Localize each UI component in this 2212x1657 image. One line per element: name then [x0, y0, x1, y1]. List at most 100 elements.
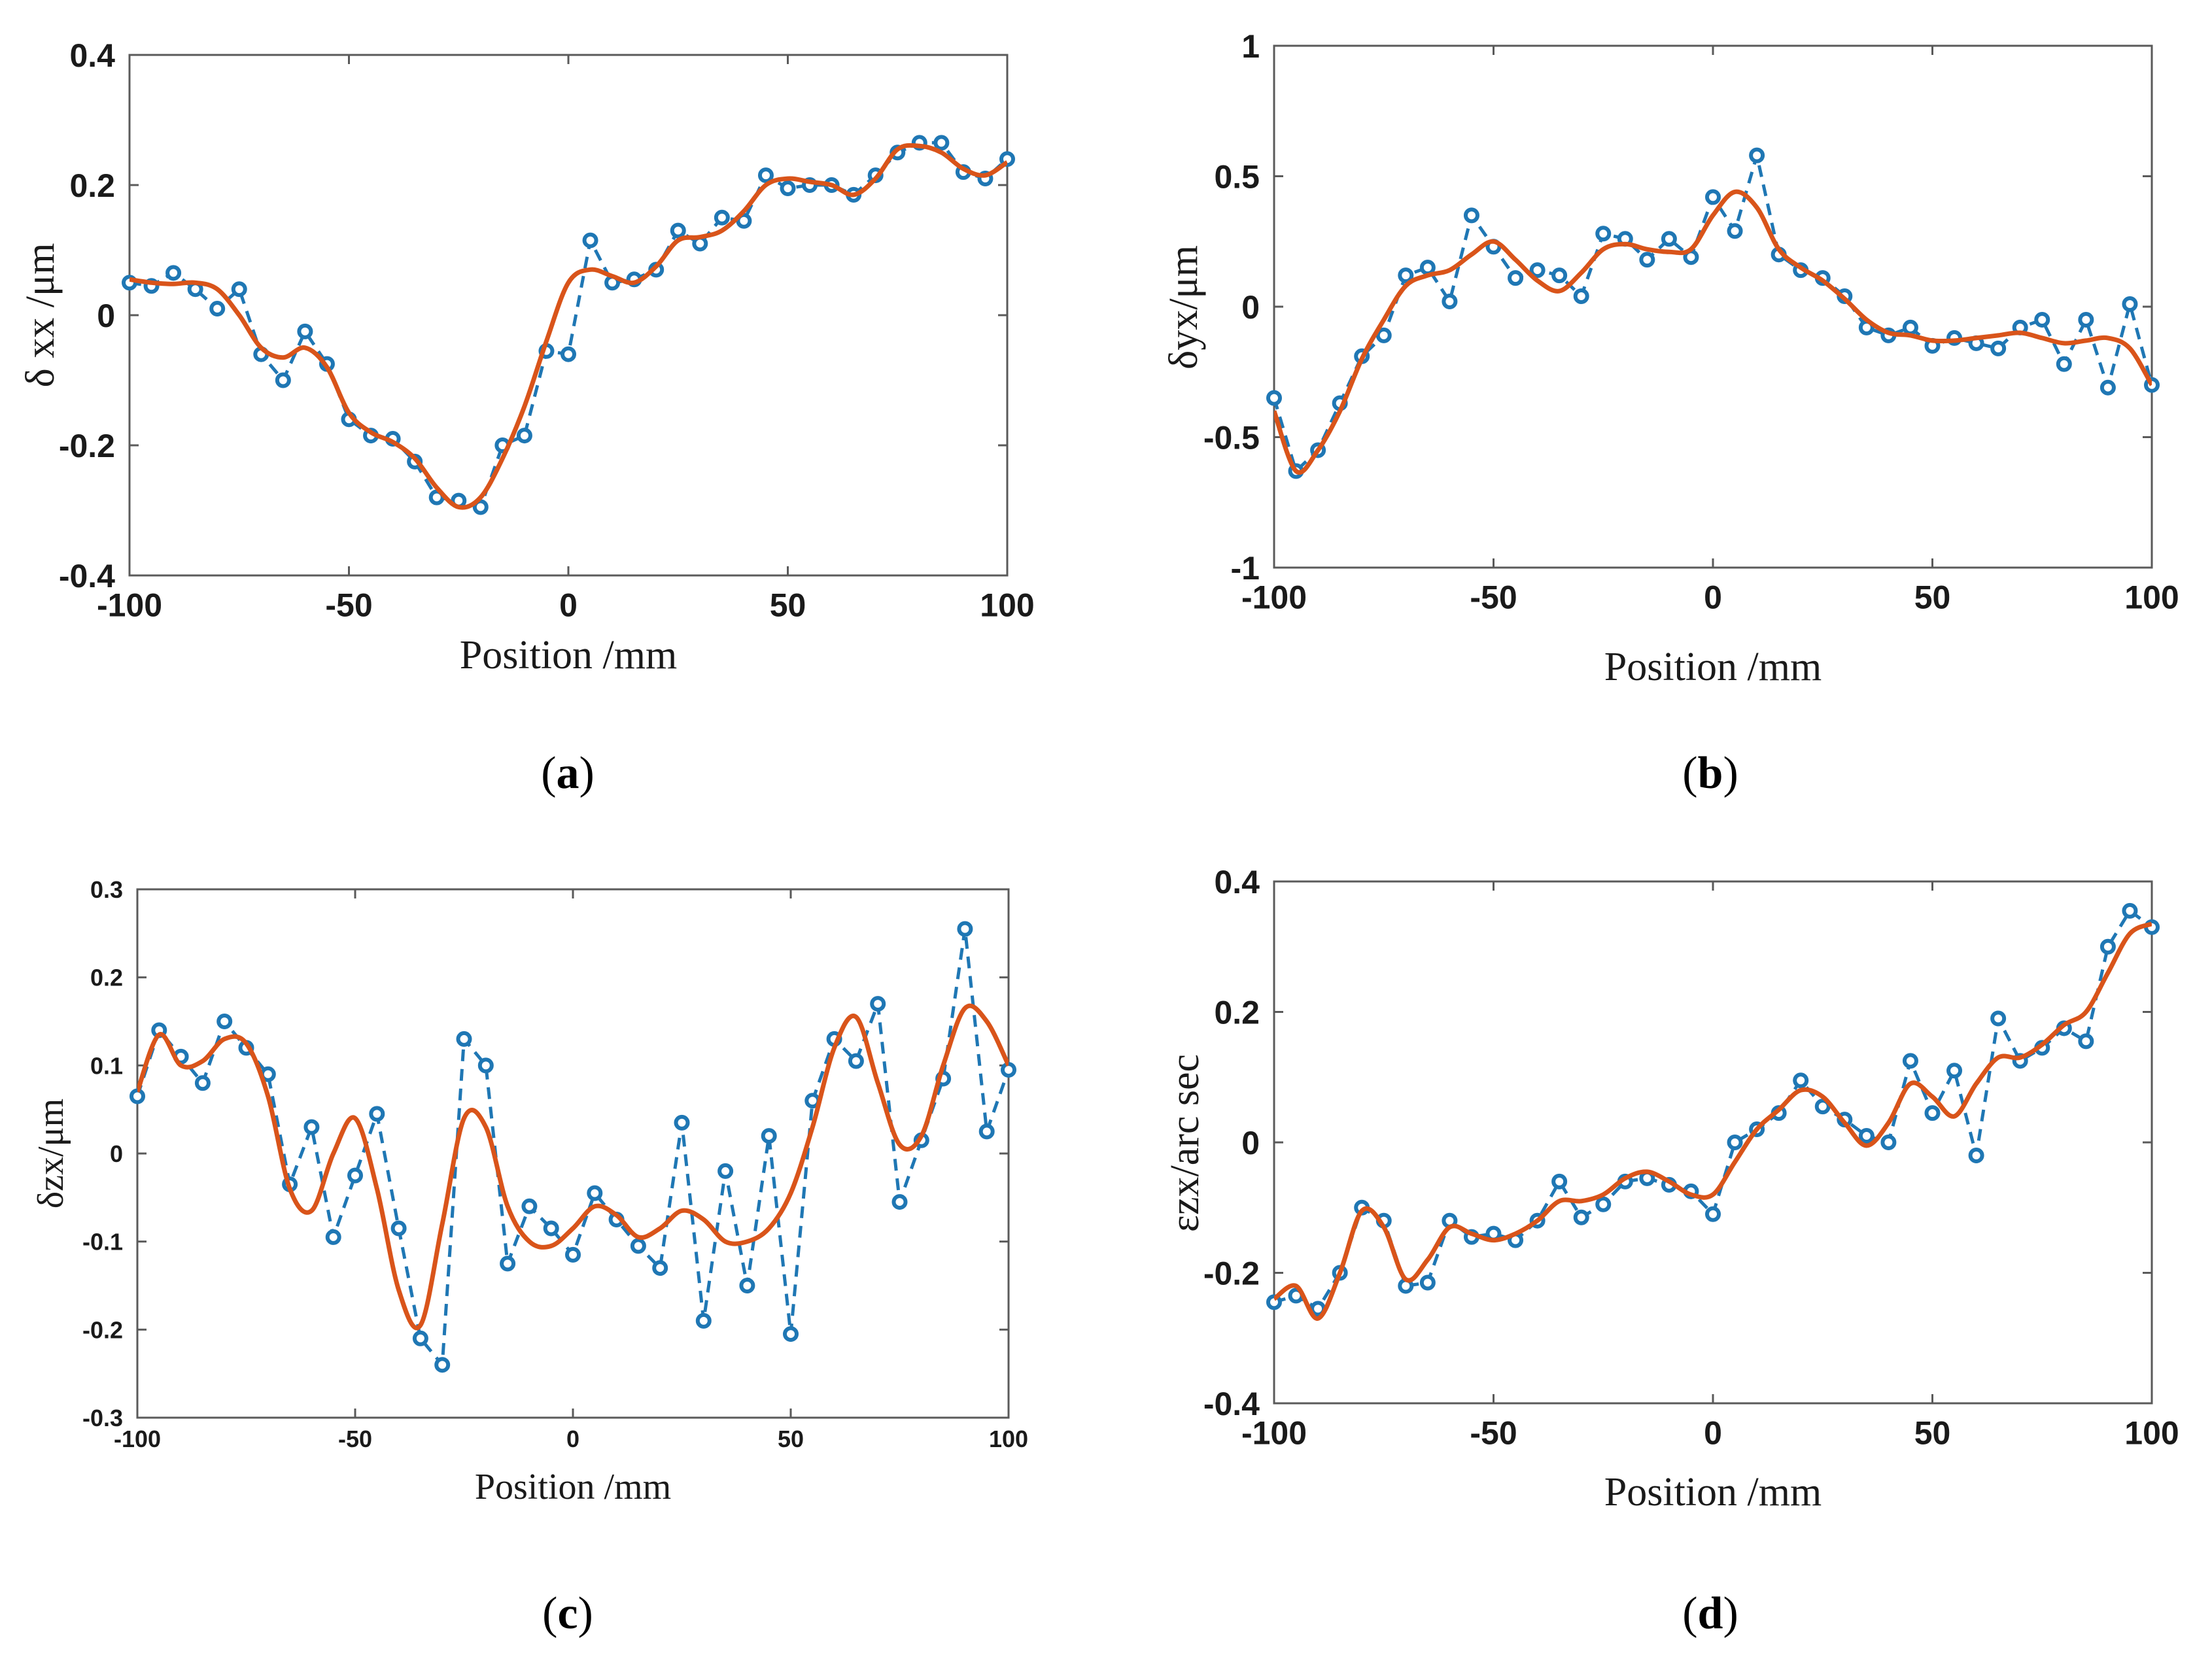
- measured-point: [587, 1185, 603, 1201]
- x-tick-label: 50: [778, 1426, 804, 1452]
- measured-point: [390, 1220, 407, 1237]
- measured-point: [303, 1119, 320, 1135]
- y-tick-label: -0.5: [1203, 420, 1260, 456]
- y-tick-label: 0.4: [69, 37, 115, 74]
- measured-point: [739, 1278, 755, 1293]
- x-tick-label: -50: [338, 1426, 372, 1452]
- measured-point: [978, 1123, 995, 1140]
- y-tick-label: -0.3: [82, 1405, 123, 1431]
- measured-point: [1880, 1135, 1897, 1150]
- measured-point: [1595, 1196, 1612, 1212]
- x-tick-label: -100: [97, 587, 162, 624]
- y-tick-label: 0.4: [1214, 864, 1260, 900]
- x-tick-label: -50: [325, 587, 372, 624]
- caption-c-letter: c: [557, 1588, 578, 1639]
- measured-point: [2122, 296, 2138, 313]
- chart-c: -100 -50 0 50 100 -0.3 -0.2 -0.1 0 0.1 0.2 0.3 Posit…: [31, 876, 1028, 1507]
- x-tick-label: 0: [559, 587, 578, 624]
- measured-point: [521, 1198, 538, 1214]
- measured-point: [1727, 1135, 1743, 1150]
- y-tick-label: -0.2: [59, 428, 115, 464]
- measured-point: [1419, 1274, 1436, 1291]
- measured-point: [1529, 262, 1546, 279]
- measured-point: [1924, 1105, 1941, 1121]
- x-tick-label: 50: [770, 587, 806, 624]
- y-tick-label: 0: [1241, 1125, 1260, 1161]
- measured-point: [130, 1088, 145, 1104]
- measured-point: [1595, 226, 1612, 242]
- measured-point: [434, 1357, 451, 1373]
- x-axis-label: Position /mm: [1604, 1470, 1822, 1514]
- y-tick-label: 0: [110, 1140, 123, 1167]
- y-tick-label: -0.2: [82, 1316, 123, 1343]
- measured-point: [369, 1106, 385, 1122]
- measured-point: [1639, 252, 1655, 268]
- measured-point: [2100, 938, 2116, 955]
- measured-point: [1705, 1206, 1721, 1222]
- measured-point: [209, 301, 226, 317]
- x-tick-label: 0: [1704, 1415, 1722, 1452]
- x-tick-label: -100: [114, 1426, 161, 1452]
- caption-c: (c): [542, 1588, 593, 1639]
- measured-point: [957, 921, 973, 937]
- x-axis-label: Position /mm: [475, 1467, 671, 1507]
- x-tick-label: -100: [1241, 1415, 1307, 1452]
- measured-point: [412, 1330, 428, 1346]
- y-axis-label: εzx/arc sec: [1163, 1054, 1207, 1232]
- measured-point: [1902, 1053, 1918, 1069]
- measured-point: [1990, 340, 2007, 356]
- measured-point: [1463, 207, 1479, 224]
- measured-point: [347, 1167, 363, 1184]
- fitted-series-line: [1274, 921, 2152, 1321]
- measured-point: [783, 1326, 799, 1342]
- measured-point: [717, 1163, 734, 1179]
- y-axis-label: δyx/μm: [1162, 245, 1206, 369]
- measured-point: [1573, 288, 1589, 305]
- caption-b-letter: b: [1698, 748, 1723, 798]
- measured-point: [194, 1075, 211, 1091]
- measured-point: [516, 428, 532, 444]
- y-tick-label: 0.2: [1214, 995, 1260, 1031]
- measured-point: [630, 1238, 646, 1254]
- y-tick-label: -0.2: [1203, 1256, 1260, 1292]
- caption-a: (a): [541, 748, 595, 798]
- plot-frame: [128, 54, 1009, 577]
- x-tick-label: 0: [566, 1426, 579, 1452]
- x-tick-label: 100: [980, 587, 1034, 624]
- measured-point: [2100, 379, 2116, 396]
- y-tick-label: 0: [1241, 289, 1260, 326]
- measured-point: [216, 1014, 233, 1029]
- y-tick-label: -0.4: [59, 558, 115, 594]
- measured-point: [477, 1057, 494, 1074]
- y-tick-label: -1: [1231, 550, 1260, 587]
- x-axis-label: Position /mm: [460, 633, 677, 677]
- measured-point: [1705, 189, 1721, 205]
- measured-point: [582, 232, 598, 248]
- measured-point: [275, 372, 291, 388]
- measured-point: [1661, 231, 1677, 247]
- measured-point: [2056, 356, 2072, 372]
- measured-point: [565, 1246, 581, 1263]
- measured-point: [2034, 311, 2050, 328]
- y-tick-label: 0.2: [69, 167, 115, 204]
- measured-point: [870, 996, 886, 1012]
- measured-point: [1573, 1209, 1589, 1225]
- measured-point: [761, 1128, 777, 1144]
- measured-point: [543, 1220, 559, 1237]
- measured-point: [848, 1053, 864, 1069]
- caption-d-letter: d: [1698, 1588, 1723, 1639]
- x-tick-label: 0: [1704, 579, 1722, 616]
- chart-d: -100 -50 0 50 100 -0.4 -0.2 0 0.2 0.4 Position /mm…: [1163, 864, 2179, 1514]
- x-tick-label: 100: [2124, 579, 2179, 616]
- y-tick-label: -0.4: [1203, 1386, 1260, 1422]
- plot-frame: [136, 888, 1010, 1419]
- measured-point: [2122, 902, 2138, 919]
- measured-point: [1551, 1173, 1568, 1189]
- measured-point: [1551, 267, 1568, 284]
- measured-point: [1990, 1010, 2007, 1027]
- measured-point: [325, 1229, 341, 1245]
- measured-point: [891, 1194, 908, 1210]
- plot-frame: [1273, 44, 2153, 569]
- measured-point: [1375, 327, 1392, 343]
